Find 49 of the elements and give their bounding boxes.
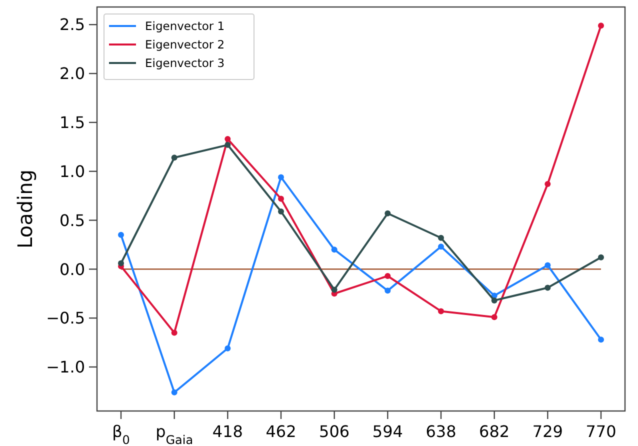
point — [491, 297, 498, 304]
x-tick-label: 729 — [532, 422, 563, 441]
x-tick-label: 638 — [426, 422, 456, 441]
point — [598, 254, 604, 260]
y-tick-label: 2.0 — [60, 64, 85, 84]
point — [118, 260, 124, 266]
point — [224, 345, 231, 352]
point — [331, 286, 338, 293]
point — [384, 273, 391, 280]
legend-label: Eigenvector 3 — [145, 56, 225, 70]
point — [171, 330, 178, 336]
point — [278, 174, 284, 180]
point — [331, 246, 338, 253]
y-tick-label: −1.0 — [46, 358, 85, 377]
point — [544, 262, 551, 268]
point — [491, 314, 498, 320]
point — [438, 308, 444, 314]
point — [224, 142, 231, 148]
y-tick-label: 1.5 — [60, 113, 85, 132]
y-tick-label: 0.0 — [60, 260, 85, 279]
y-tick-label: 1.0 — [60, 162, 85, 181]
x-tick-label: 462 — [266, 422, 296, 441]
x-tick-label: p$_{Gaia}$ — [156, 422, 194, 446]
point — [438, 234, 444, 241]
point — [118, 232, 124, 238]
y-tick-label: −0.5 — [46, 308, 85, 328]
point — [598, 22, 604, 29]
point — [544, 284, 551, 291]
point — [278, 196, 284, 202]
point — [598, 336, 604, 343]
point — [171, 389, 178, 396]
x-tick-label: 418 — [212, 422, 243, 441]
point — [171, 154, 178, 161]
x-tick-label: 594 — [372, 422, 403, 441]
point — [278, 208, 284, 214]
y-tick-label: 0.5 — [60, 210, 85, 230]
y-axis-title: Loading — [13, 170, 37, 248]
point — [384, 210, 391, 216]
legend-label: Eigenvector 2 — [145, 38, 225, 52]
point — [224, 136, 231, 142]
y-tick-label: 2.5 — [60, 15, 85, 34]
legend-label: Eigenvector 1 — [145, 19, 225, 34]
point — [438, 244, 444, 250]
point — [384, 288, 391, 294]
x-tick-label: 506 — [319, 422, 350, 441]
x-tick-label: 770 — [586, 422, 616, 441]
point — [544, 181, 551, 188]
x-tick-label: 682 — [479, 422, 510, 441]
x-tick-label: β$_{0}$ — [112, 422, 130, 446]
